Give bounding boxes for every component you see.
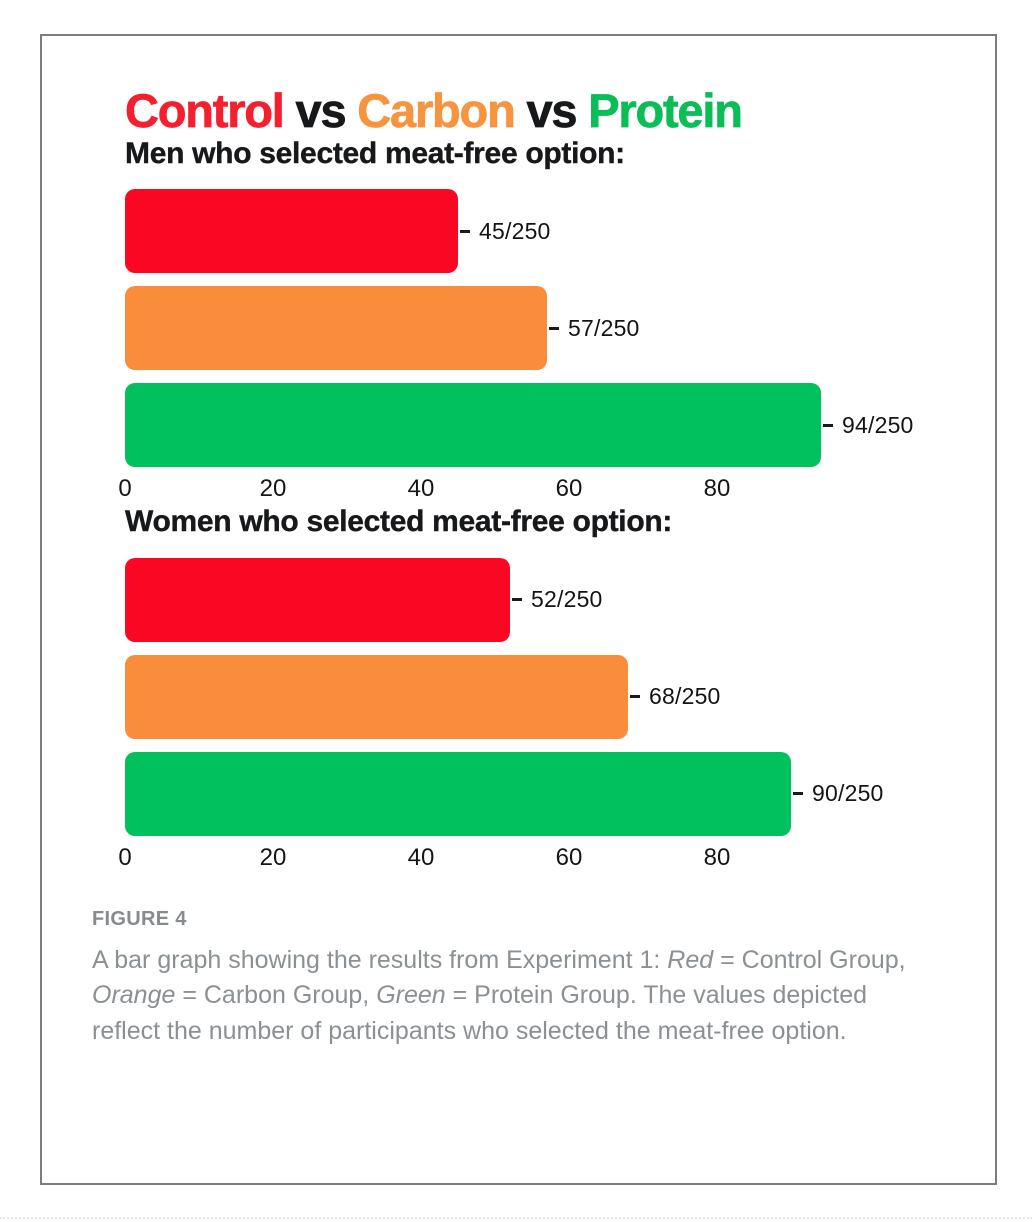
figure-label: FIGURE 4 [92,907,187,930]
title-control: Control [125,84,286,137]
bar-fill-carbon-men [125,286,547,371]
x-axis-tick: 40 [407,843,435,871]
bar-fill-carbon-women [125,654,628,739]
bar-fill-control-women [125,557,510,642]
caption-run: = Protein Group. The values depicted ref… [92,981,868,1045]
figure-panel: Control vs Carbon vs Protein Men who sel… [40,34,997,1185]
x-axis-tick: 0 [118,843,132,871]
title-vs-2: vs [514,84,589,137]
x-axis-tick: 80 [703,475,731,503]
chart-women-bars: 52/250 68/250 90/250 [125,557,967,836]
x-axis-men: 0 20 40 60 80 [118,473,967,505]
bar-row-control-men: 45/250 [125,189,967,274]
caption-run: = Control Group, [713,945,906,974]
chart-area: Control vs Carbon vs Protein Men who sel… [118,84,967,874]
bar-value-label: 68/250 [649,683,721,710]
title-protein: Protein [588,84,743,137]
bar-value-label: 90/250 [812,780,884,807]
bar-row-carbon-men: 57/250 [125,286,967,371]
figure-content: Control vs Carbon vs Protein Men who sel… [42,36,995,1049]
x-axis-tick: 60 [555,475,583,503]
title-carbon: Carbon [357,84,516,137]
bar-tick-mark [512,598,522,602]
x-axis-tick: 20 [259,475,287,503]
caption-run-orange: Orange [92,981,176,1010]
figure-title: Control vs Carbon vs Protein [125,84,967,137]
x-axis-tick: 80 [703,843,731,871]
chart-men-title: Men who selected meat-free option: [125,136,626,170]
bar-tick-mark [549,326,559,330]
x-axis-tick: 40 [407,475,435,503]
bar-value-label: 52/250 [531,586,603,613]
caption-run-red: Red [667,945,714,974]
chart-men-bars: 45/250 57/250 94/250 [125,189,967,468]
chart-men: Men who selected meat-free option: 45/25… [118,136,967,506]
bar-fill-protein-men [125,383,821,468]
figure-caption-text: A bar graph showing the results from Exp… [92,943,922,1050]
bar-tick-mark [630,695,640,699]
caption-run: A bar graph showing the results from Exp… [92,945,668,974]
caption-run: = Carbon Group, [175,981,377,1010]
bar-row-protein-women: 90/250 [125,751,967,836]
figure-caption-block: FIGURE 4 A bar graph showing the results… [92,908,967,1050]
chart-women-title: Women who selected meat-free option: [125,505,673,539]
x-axis-tick: 20 [259,843,287,871]
x-axis-tick: 0 [118,475,132,503]
x-axis-tick: 60 [555,843,583,871]
x-axis-women: 0 20 40 60 80 [118,842,967,874]
bar-tick-mark [460,229,470,233]
bar-row-control-women: 52/250 [125,557,967,642]
bar-row-carbon-women: 68/250 [125,654,967,739]
bar-tick-mark [823,423,833,427]
title-vs-1: vs [283,84,358,137]
bar-value-label: 94/250 [842,411,914,438]
chart-women: Women who selected meat-free option: 52/… [118,505,967,874]
caption-run-green: Green [376,981,446,1010]
bar-value-label: 57/250 [568,314,640,341]
bar-fill-control-men [125,189,458,274]
bar-tick-mark [793,792,803,796]
bar-row-protein-men: 94/250 [125,383,967,468]
bar-value-label: 45/250 [479,217,551,244]
bar-fill-protein-women [125,751,791,836]
page-edge-dotted-line [0,1217,1032,1219]
